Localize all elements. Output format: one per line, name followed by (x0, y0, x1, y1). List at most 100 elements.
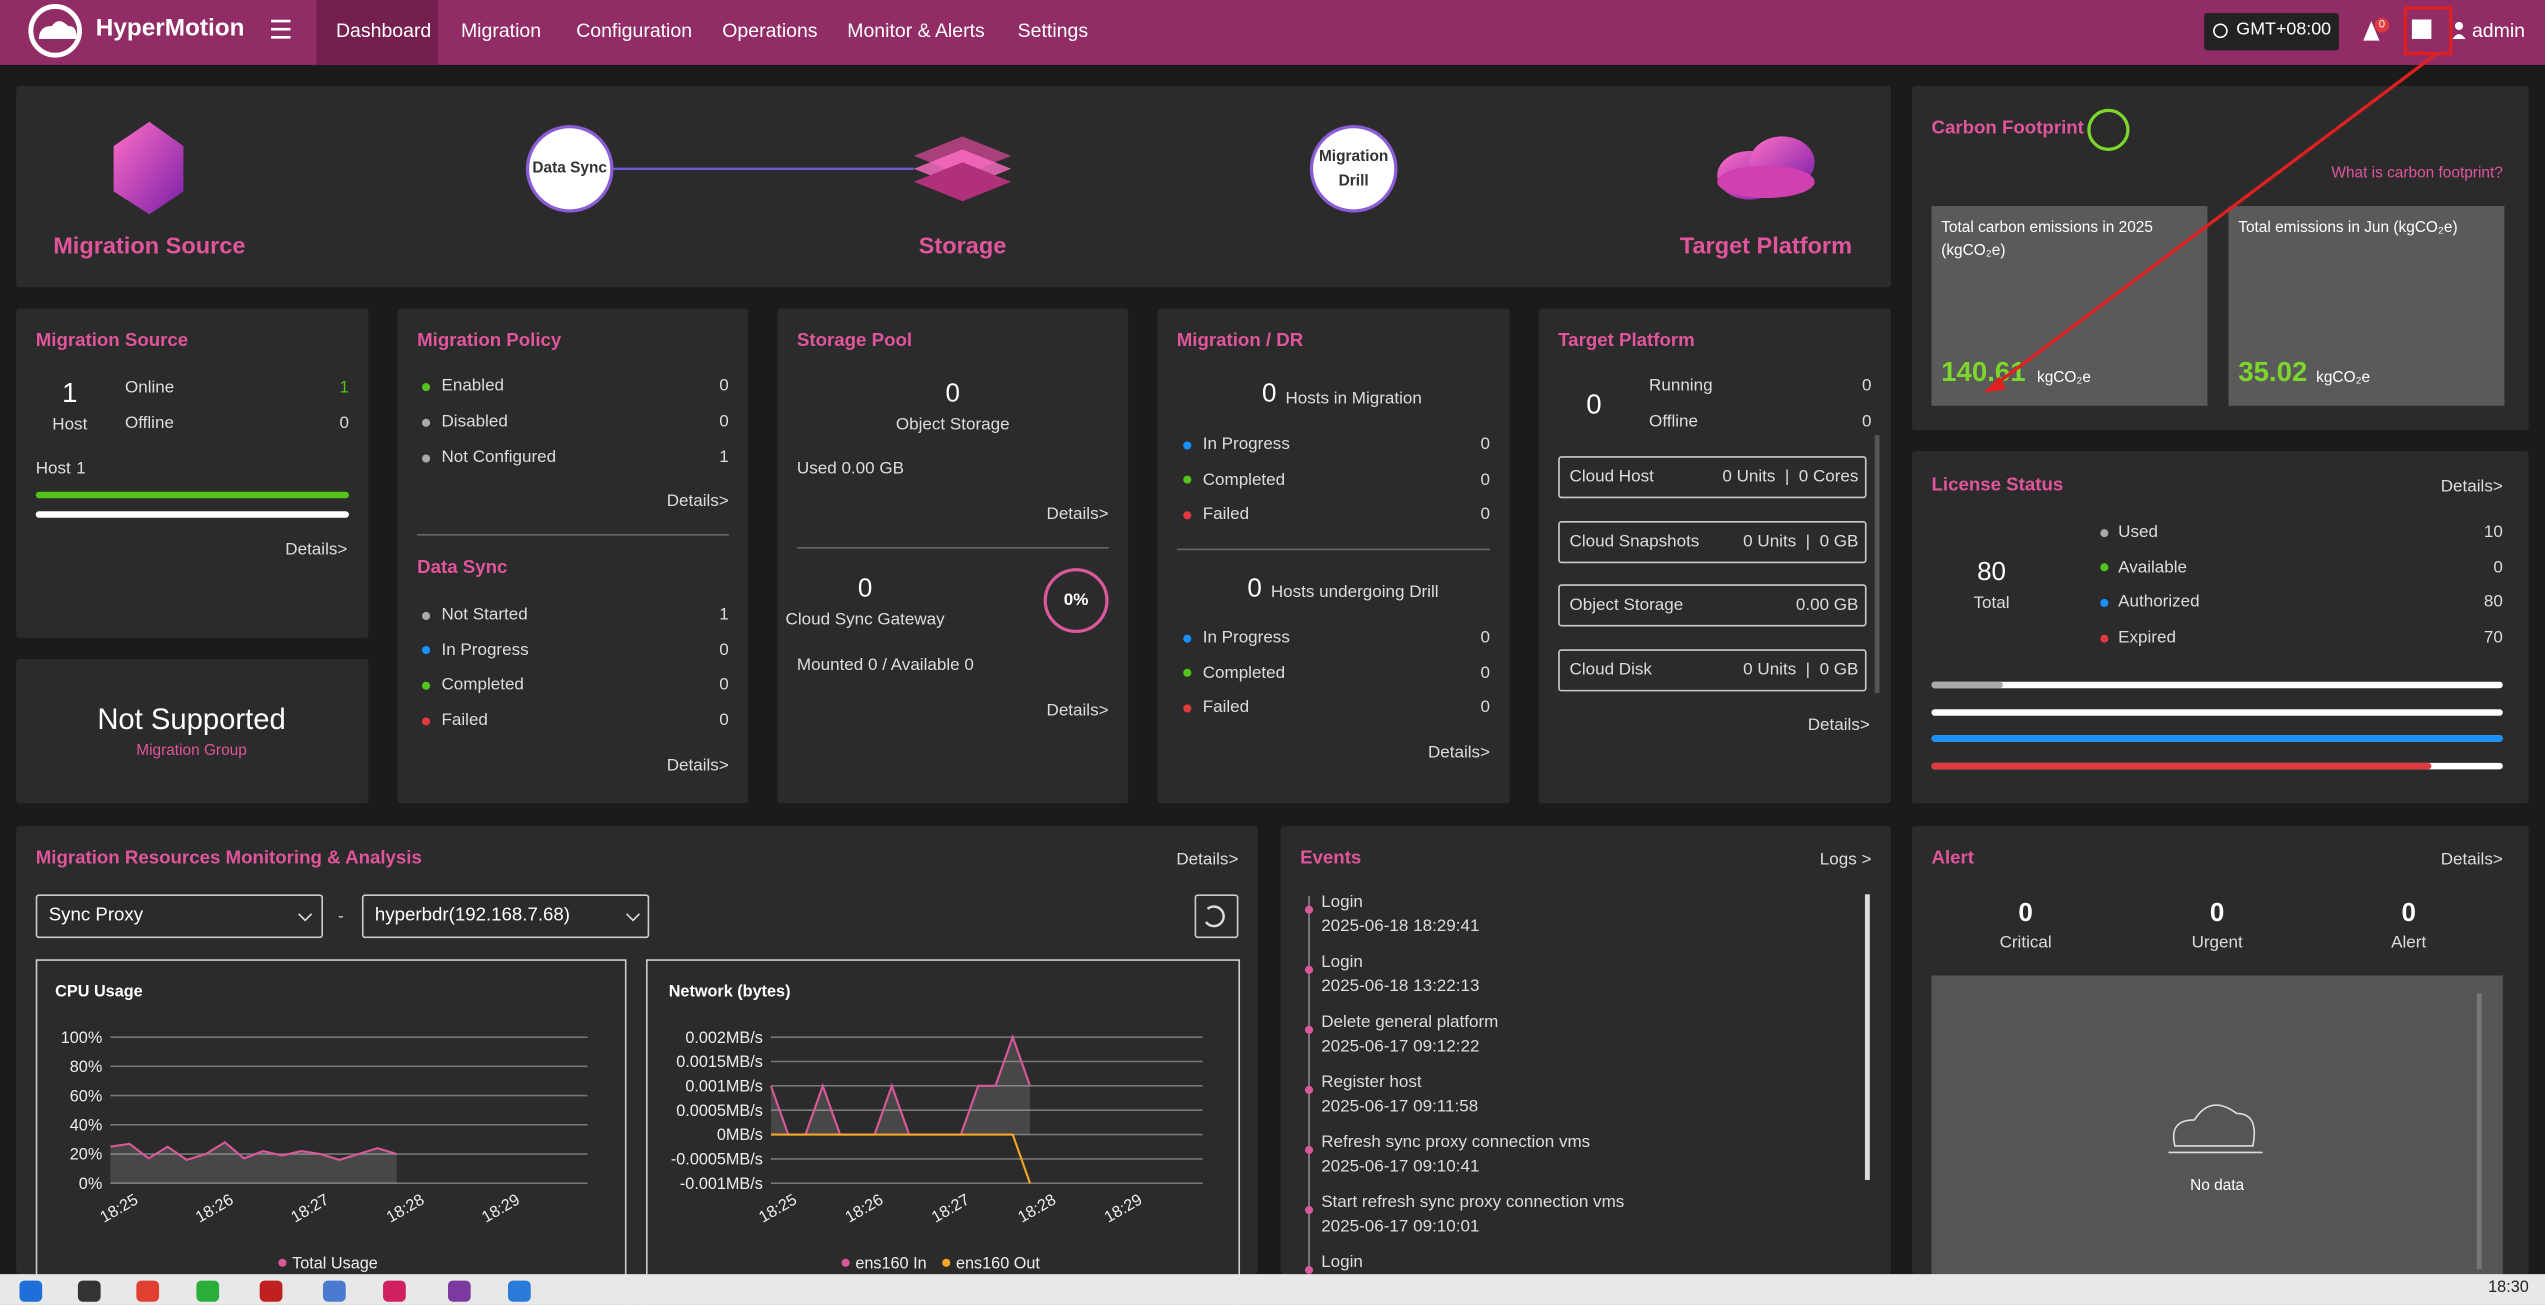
status-dot (1304, 1085, 1314, 1094)
group-label: Migration Group (136, 742, 247, 761)
item-value: 0 (719, 675, 729, 695)
details-link[interactable]: Details> (1176, 850, 1239, 870)
details-link[interactable]: Details> (2440, 850, 2503, 870)
mounted: Mounted 0 / Available 0 (796, 655, 974, 675)
item-label: Failed (441, 710, 488, 731)
flow-source: Migration Source (53, 234, 246, 261)
card-value: 35.02 (2238, 356, 2308, 388)
empty-area (1931, 975, 2503, 1284)
details-link[interactable]: Details> (1046, 504, 1109, 524)
label: Cloud Sync Gateway (785, 609, 945, 630)
count: 0 (1262, 380, 1277, 409)
user[interactable]: admin (2471, 19, 2526, 42)
status-dot (1304, 1205, 1314, 1214)
alert-label: Urgent (2191, 932, 2243, 953)
resource-label: Cloud Disk (1569, 660, 1652, 680)
count: 0 (857, 575, 873, 603)
select-value: hyperbdr(192.168.7.68) (374, 905, 571, 926)
divider (417, 533, 729, 536)
panel-title: Migration Source (35, 331, 189, 351)
logs-link[interactable]: Logs > (1819, 850, 1872, 870)
nav-item[interactable]: Operations (722, 19, 818, 42)
card-unit: kgCO₂e (2316, 368, 2371, 387)
status-dot (2099, 528, 2108, 537)
item-label: Failed (1202, 697, 1250, 717)
nav-item[interactable]: Dashboard (335, 19, 432, 42)
timezone: GMT+08:00 (2236, 20, 2332, 40)
taskbar-icon[interactable] (136, 1280, 160, 1302)
nav-item[interactable]: Migration (460, 19, 542, 42)
details-link[interactable]: Details> (666, 491, 729, 511)
details-link[interactable]: Details> (666, 755, 729, 776)
alert-label: Alert (2391, 932, 2427, 953)
item-label: Offline (124, 413, 174, 433)
card-label: Total emissions in Jun (kgCO₂e) (2238, 219, 2458, 237)
details-link[interactable]: Details> (1807, 715, 1870, 735)
nav-item[interactable]: Configuration (576, 19, 693, 42)
taskbar-icon[interactable] (196, 1280, 220, 1302)
event-time: 2025-06-18 18:29:41 (1321, 916, 1480, 937)
license-bar (1931, 735, 2503, 743)
host-bar (35, 491, 349, 499)
taskbar-icon[interactable] (259, 1280, 283, 1302)
details-link[interactable]: Details> (1427, 742, 1490, 763)
resource-label: Cloud Snapshots (1569, 531, 1700, 552)
status-dot (1182, 440, 1191, 449)
item-value: 0 (2493, 557, 2503, 577)
event-time: 2025-06-17 09:11:58 (1321, 1096, 1479, 1117)
status-dot (421, 611, 430, 620)
item-label: Expired (2118, 627, 2176, 648)
label: Object Storage (895, 415, 1010, 435)
status-dot (1304, 904, 1314, 913)
host-label: Host (35, 458, 71, 479)
status-dot (421, 681, 430, 690)
details-link[interactable]: Details> (1046, 700, 1109, 721)
taskbar-icon[interactable] (77, 1280, 101, 1302)
alert-count: 0 (2209, 899, 2225, 928)
label: Total (1973, 593, 2010, 614)
details-link[interactable]: Details> (285, 540, 348, 560)
panel-title: Migration / DR (1176, 331, 1304, 351)
carbon-link[interactable]: What is carbon footprint? (2331, 164, 2503, 183)
clock: 18:30 (2488, 1278, 2529, 1297)
policy-panel (397, 308, 749, 804)
nav-item[interactable]: Settings (1017, 19, 1089, 42)
card-value: 140.61 (1941, 356, 2026, 388)
panel-title: Data Sync (417, 558, 508, 578)
refresh-button[interactable] (1194, 894, 1239, 939)
taskbar-icon[interactable] (19, 1280, 43, 1302)
panel-title: Events (1300, 849, 1362, 869)
count: 0 (1586, 389, 1602, 421)
item-label: Not Configured (441, 447, 557, 467)
events-panel (1280, 826, 1891, 1275)
nav-item[interactable]: Monitor & Alerts (847, 19, 985, 42)
item-label: Not Started (441, 604, 528, 625)
status-dot (2099, 633, 2108, 643)
select-value: Sync Proxy (48, 905, 144, 926)
taskbar-icon[interactable] (383, 1280, 406, 1302)
dr-panel (1157, 308, 1510, 804)
item-value: 0 (1480, 469, 1490, 489)
taskbar-icon[interactable] (508, 1280, 531, 1302)
taskbar-icon[interactable] (447, 1280, 471, 1302)
status-dot (1182, 668, 1191, 677)
count: 0 (1247, 575, 1262, 603)
alert-count: 0 (2018, 899, 2033, 928)
resource-box (1558, 649, 1867, 692)
group-status: Not Supported (97, 703, 286, 736)
taskbar-icon[interactable] (322, 1280, 346, 1302)
status-dot (1304, 1265, 1314, 1274)
monitoring-panel (16, 826, 1258, 1275)
item-label: Authorized (2118, 592, 2200, 613)
count: 80 (1977, 559, 2006, 587)
resource-value: 0 Units | 0 GB (1743, 660, 1859, 680)
details-link[interactable]: Details> (2440, 476, 2503, 497)
host-value: 1 (76, 458, 86, 479)
item-value: 1 (719, 604, 729, 625)
flow-target: Target Platform (1679, 234, 1853, 261)
item-label: Failed (1202, 504, 1250, 524)
resource-box (1558, 521, 1867, 564)
flow-storage: Storage (918, 234, 1007, 261)
